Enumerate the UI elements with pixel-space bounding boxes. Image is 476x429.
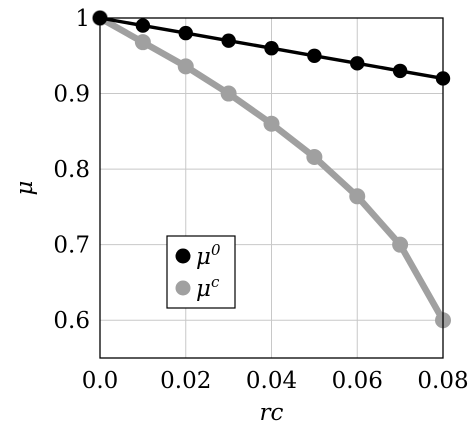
- plot-frame: [99, 17, 444, 359]
- data-point: [221, 33, 236, 48]
- x-tick-label: 0.0: [82, 368, 119, 394]
- y-axis-label: μ: [12, 181, 38, 196]
- data-point: [178, 25, 193, 41]
- y-tick-label: 1: [75, 6, 90, 32]
- x-axis-label: rc: [260, 400, 284, 426]
- x-tick-label: 0.06: [332, 368, 383, 394]
- legend-entry-mu-0-sup: 0: [211, 241, 221, 259]
- y-tick-label: 0.7: [53, 233, 90, 259]
- data-point: [306, 149, 323, 166]
- legend: μ0 μc: [166, 235, 236, 309]
- data-point: [220, 85, 237, 102]
- x-tick-label: 0.08: [417, 368, 468, 394]
- legend-entry-mu-c: μc: [196, 273, 220, 302]
- y-tick-label: 0.8: [53, 157, 90, 183]
- x-tick-label: 0.02: [160, 368, 211, 394]
- tick-labels: 0.0 0.02 0.04 0.06 0.08 0.6 0.7 0.8 0.9 1: [53, 6, 468, 394]
- data-point: [135, 18, 151, 33]
- data-point: [263, 115, 280, 132]
- legend-entry-mu-c-sup: c: [211, 273, 220, 291]
- legend-marker-mu-0: [175, 248, 191, 264]
- data-point: [177, 58, 194, 75]
- data-point: [350, 56, 365, 71]
- data-point: [264, 41, 279, 56]
- data-point: [392, 63, 408, 79]
- x-tick-label: 0.04: [246, 368, 297, 394]
- data-point: [349, 188, 366, 205]
- series-0: [92, 10, 451, 86]
- y-tick-label: 0.6: [53, 308, 90, 334]
- data-point: [392, 236, 409, 253]
- legend-entry-mu-0-base: μ: [196, 244, 211, 270]
- legend-entry-mu-c-base: μ: [196, 276, 211, 302]
- data-point: [134, 34, 151, 51]
- legend-marker-mu-c: [175, 280, 191, 296]
- legend-entry-mu-0: μ0: [196, 241, 221, 270]
- legend-box: [166, 235, 236, 309]
- y-tick-label: 0.9: [53, 82, 90, 108]
- data-point: [307, 48, 322, 63]
